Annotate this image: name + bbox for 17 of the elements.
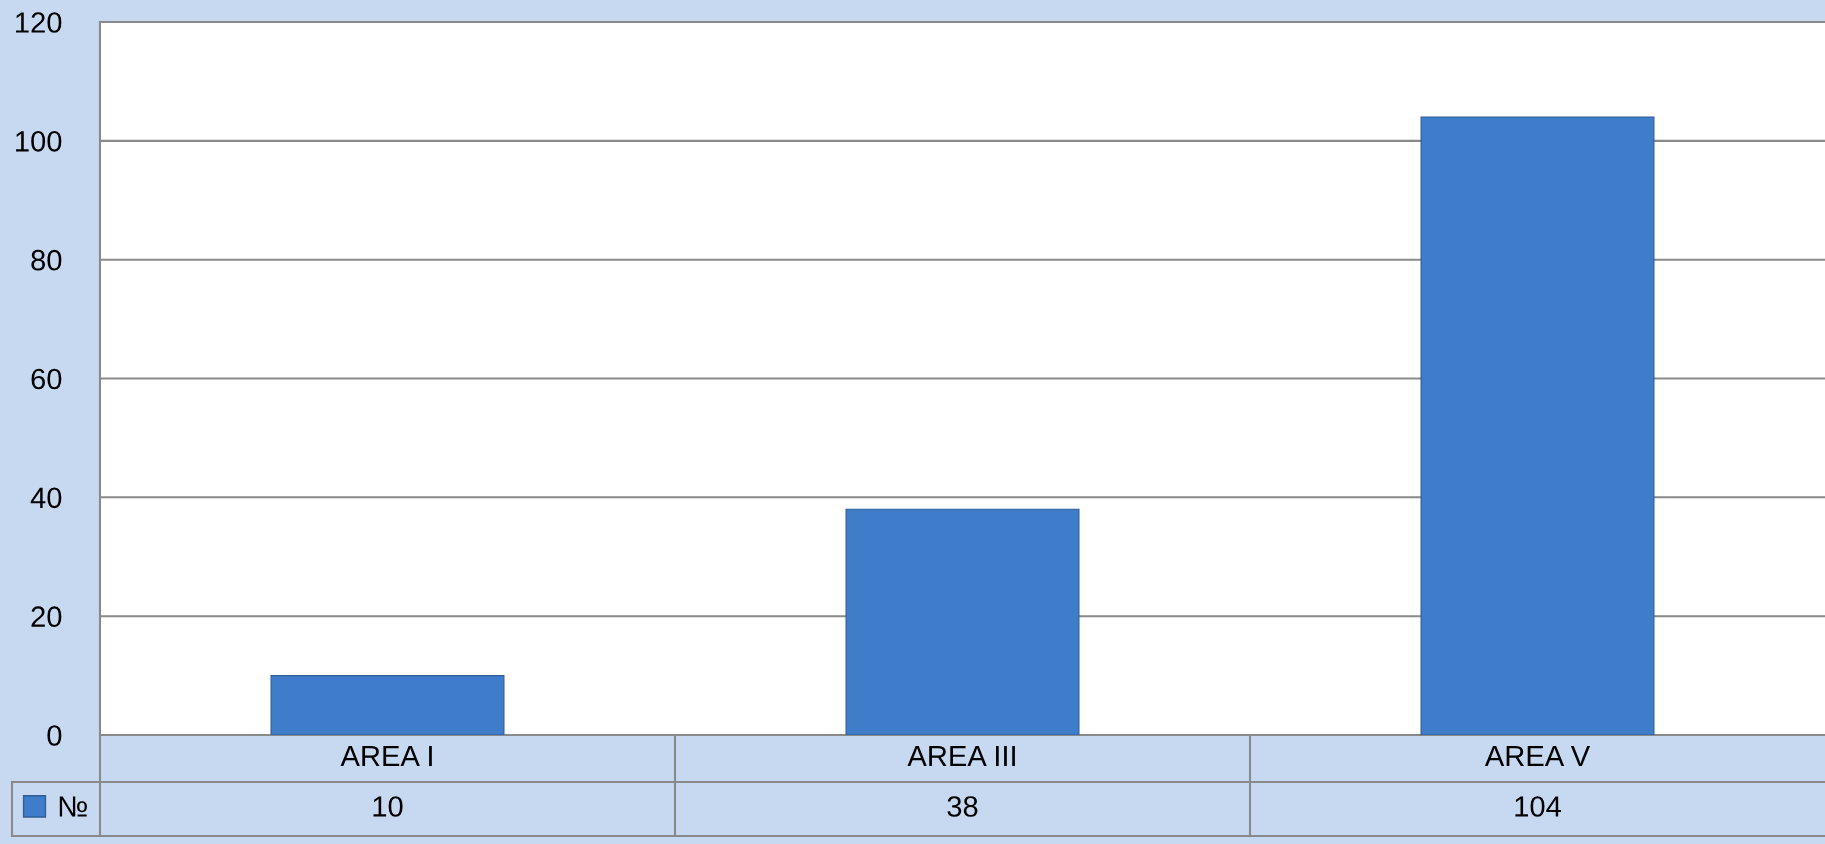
legend-label: № [59, 796, 87, 817]
bar [1420, 116, 1655, 735]
data-label: 10 [373, 796, 403, 817]
y-tick-label: 0 [47, 725, 62, 746]
x-tick-label: AREA III [907, 745, 1015, 767]
y-tick-label: 20 [31, 606, 62, 628]
bar [845, 508, 1080, 735]
y-tick-label: 100 [16, 131, 62, 152]
data-label: 104 [1515, 796, 1561, 817]
y-tick-label: 120 [16, 12, 62, 33]
y-tick-label: 60 [31, 368, 62, 390]
x-tick-label: AREA V [1484, 745, 1591, 767]
data-label: 38 [947, 796, 978, 817]
bar [270, 675, 505, 735]
y-tick-label: 80 [31, 249, 62, 271]
y-tick-label: 40 [30, 487, 62, 509]
x-tick-label: AREA I [340, 745, 432, 767]
